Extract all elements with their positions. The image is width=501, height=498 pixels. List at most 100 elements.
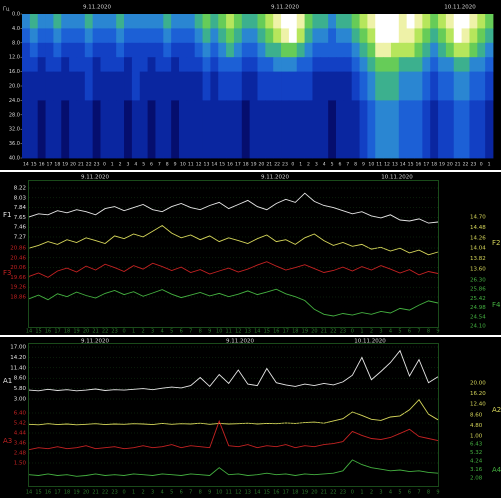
heat-cell [163, 71, 172, 101]
x-tick-label: 19 [302, 490, 308, 496]
panel-background [0, 172, 501, 335]
heat-cell [61, 57, 70, 72]
heat-cell [100, 28, 109, 44]
x-tick-label: 20 [83, 490, 89, 496]
heat-cell [210, 14, 219, 29]
heat-cell [375, 28, 384, 44]
heat-cell [179, 57, 188, 72]
x-tick-label: 8 [354, 162, 357, 168]
heat-cell [398, 57, 408, 72]
x-tick-label: 7 [189, 490, 192, 496]
x-tick-label: 14 [254, 490, 260, 496]
heat-cell [257, 28, 266, 44]
series-line [28, 224, 439, 256]
heat-cell [37, 57, 46, 72]
y-tick-label: 8.60 [14, 376, 27, 382]
heat-cell [328, 57, 337, 72]
heat-cell [343, 28, 353, 44]
heat-cell [194, 100, 203, 159]
x-tick-label: 3 [151, 329, 154, 335]
heat-cell [179, 100, 188, 159]
heat-cell [147, 42, 156, 58]
heat-cell [312, 71, 321, 101]
x-tick-label: 16 [45, 329, 51, 335]
heat-cell [61, 71, 70, 101]
x-tick-label: 0 [103, 162, 106, 168]
heat-cell [163, 42, 172, 58]
heat-cell [233, 14, 243, 29]
x-tick-label: 0 [480, 162, 483, 168]
x-tick-label: 18 [64, 490, 70, 496]
x-tick-label: 18 [292, 490, 298, 496]
legend-entry: A3 [3, 437, 12, 445]
x-tick-label: 23 [94, 162, 100, 168]
series-line [28, 192, 439, 224]
heat-cell [359, 28, 368, 44]
y-tick-label: 4.80 [470, 423, 483, 429]
heat-cell [288, 28, 298, 44]
heat-cell [406, 71, 415, 101]
x-tick-label: 23 [111, 329, 117, 335]
x-tick-label: 1 [360, 490, 363, 496]
heat-cell [45, 100, 54, 159]
heat-cell [131, 14, 141, 29]
x-tick-label: 8 [199, 329, 202, 335]
heat-cell [202, 42, 211, 58]
heat-cell [22, 57, 31, 72]
y-tick-label: 2.08 [470, 476, 483, 482]
y-tick-label: 16.20 [470, 391, 486, 397]
x-tick-label: 2 [370, 329, 373, 335]
x-tick-label: 19 [62, 162, 68, 168]
x-tick-label: 14 [26, 329, 32, 335]
heat-cell [155, 28, 164, 44]
x-tick-label: 20 [258, 162, 264, 168]
x-tick-label: 19 [251, 162, 257, 168]
x-tick-label: 3 [379, 329, 382, 335]
heat-cell [124, 57, 133, 72]
x-tick-label: 15 [35, 490, 41, 496]
heat-cell [218, 100, 227, 159]
heat-cell [312, 28, 321, 44]
heat-cell [265, 14, 274, 29]
x-tick-label: 17 [423, 162, 429, 168]
heat-cell [414, 71, 423, 101]
heat-cell [131, 57, 141, 72]
x-tick-label: 21 [321, 490, 327, 496]
heat-cell [22, 28, 31, 44]
heat-cell [320, 42, 329, 58]
x-tick-label: 11 [226, 490, 232, 496]
x-tick-label: 7 [346, 162, 349, 168]
heat-cell [281, 14, 290, 29]
heat-cell [414, 100, 423, 159]
heat-cell [179, 71, 188, 101]
heat-cell [390, 28, 400, 44]
heat-cell [485, 100, 494, 159]
heat-cell [485, 14, 494, 29]
heat-cell [445, 28, 455, 44]
heat-cell [453, 100, 462, 159]
x-tick-label: 10 [180, 162, 186, 168]
heat-cell [84, 57, 94, 72]
x-tick-label: 23 [111, 490, 117, 496]
heat-cell [414, 42, 423, 58]
x-tick-label: 19 [302, 329, 308, 335]
heat-cell [422, 100, 431, 159]
x-tick-label: 13 [392, 162, 398, 168]
y-tick-label: 20.0 [9, 84, 20, 90]
x-tick-label: 21 [78, 162, 84, 168]
heat-cell [202, 14, 211, 29]
heat-cell [296, 42, 305, 58]
heat-cell [265, 42, 274, 58]
heat-cell [445, 71, 455, 101]
legend-entry: F2 [492, 239, 500, 247]
heat-cell [343, 57, 353, 72]
x-tick-label: 8 [166, 162, 169, 168]
x-tick-label: 4 [161, 490, 164, 496]
heat-cell [422, 57, 431, 72]
heat-cell [131, 42, 141, 58]
heat-cell [241, 42, 251, 58]
heat-cell [390, 100, 400, 159]
heat-cell [351, 42, 360, 58]
x-tick-label: 23 [340, 490, 346, 496]
heat-cell [210, 100, 219, 159]
